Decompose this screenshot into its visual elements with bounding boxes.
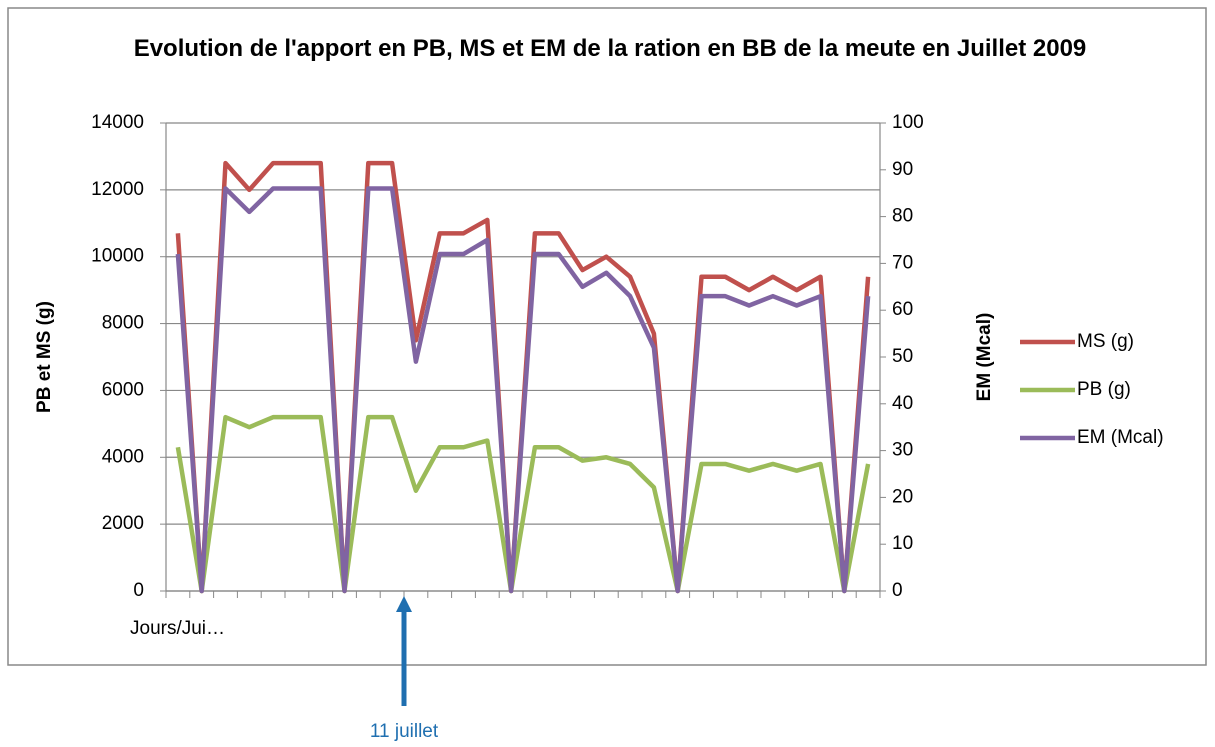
y2-tick-label: 60 xyxy=(892,299,913,320)
y2-tick-label: 40 xyxy=(892,393,913,414)
y-tick-label: 10000 xyxy=(91,246,144,267)
y2-tick-label: 10 xyxy=(892,533,913,554)
y2-tick-label: 50 xyxy=(892,346,913,367)
annotation-arrowhead xyxy=(396,596,412,612)
legend-label: MS (g) xyxy=(1077,331,1134,352)
y-tick-label: 12000 xyxy=(91,179,144,200)
chart-frame xyxy=(7,7,1207,666)
line-series xyxy=(175,414,871,594)
y-tick-label: 8000 xyxy=(102,313,144,334)
y-axis-label: PB et MS (g) xyxy=(34,301,55,413)
line-series xyxy=(175,186,871,594)
x-tick-label: Jours/Jui… xyxy=(130,618,225,639)
y2-tick-label: 80 xyxy=(892,206,913,227)
y2-tick-label: 70 xyxy=(892,252,913,273)
y-tick-label: 2000 xyxy=(102,513,144,534)
y2-tick-label: 0 xyxy=(892,580,903,601)
y2-tick-label: 30 xyxy=(892,440,913,461)
y2-tick-label: 100 xyxy=(892,112,924,133)
annotation-text: 11 juillet xyxy=(370,721,439,742)
y2-tick-label: 20 xyxy=(892,486,913,507)
y2-tick-label: 90 xyxy=(892,159,913,180)
y-tick-label: 14000 xyxy=(91,112,144,133)
chart-title: Evolution de l'apport en PB, MS et EM de… xyxy=(133,35,1087,62)
y-tick-label: 0 xyxy=(133,580,144,601)
y2-axis-label: EM (Mcal) xyxy=(974,313,995,402)
y-tick-label: 6000 xyxy=(102,379,144,400)
legend-label: EM (Mcal) xyxy=(1077,427,1164,448)
y-tick-label: 4000 xyxy=(102,446,144,467)
legend-label: PB (g) xyxy=(1077,379,1131,400)
